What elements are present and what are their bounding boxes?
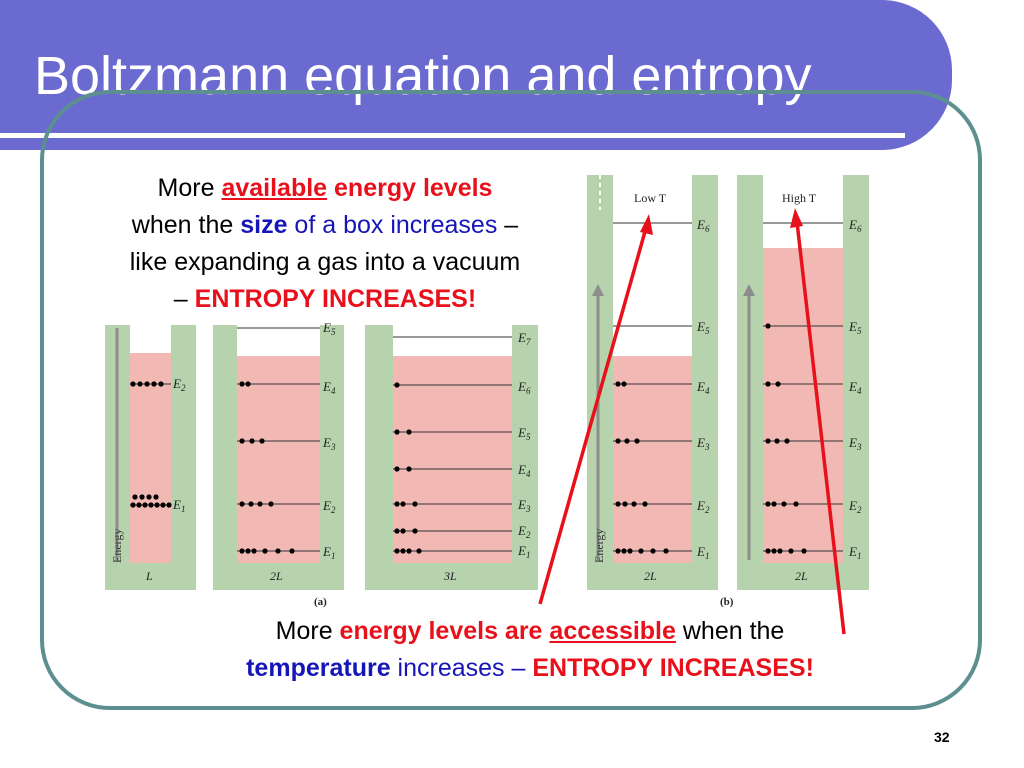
- box-3-label-e1: E1: [517, 543, 530, 560]
- annotation-arrows: [538, 208, 846, 635]
- panel-b-caption: (b): [720, 596, 734, 608]
- box-2-bottom: [213, 563, 344, 590]
- panel-a-caption: (a): [314, 596, 327, 608]
- box-4-low-t: Energy Low T E6 E5 E4 E3 E2 E1 2L: [587, 175, 718, 590]
- box-5-label-e6: E6: [848, 217, 862, 234]
- size-text-line-4: – ENTROPY INCREASES!: [169, 281, 481, 318]
- box-3-label-e2: E2: [517, 523, 531, 540]
- box-4-energy-label: Energy: [592, 529, 606, 563]
- box-4-label-e6: E6: [696, 217, 710, 234]
- box-3-width-label: 3L: [443, 569, 457, 583]
- size-explanation-text: More available energy levels when the si…: [70, 170, 580, 318]
- box-3-particles: [394, 382, 422, 554]
- box-2-label-e2: E2: [322, 498, 336, 515]
- box-2-wall-left: [213, 325, 237, 590]
- box-5-label-e1: E1: [848, 544, 861, 561]
- size-text-line-2: when the size of a box increases –: [127, 207, 523, 244]
- box-3-label-e4: E4: [517, 462, 531, 479]
- box-1-particles: [130, 381, 172, 508]
- box-3-wall-right: [512, 325, 538, 590]
- box-2-width-label: 2L: [270, 569, 283, 583]
- page-number: 32: [934, 729, 950, 745]
- box-4-label-e3: E3: [696, 435, 710, 452]
- size-text-line-3: like expanding a gas into a vacuum: [125, 244, 525, 281]
- box-5-energy-arrowhead: [743, 284, 755, 296]
- temperature-text-line-2: temperature increases – ENTROPY INCREASE…: [246, 654, 814, 682]
- box-4-energy-arrowhead: [592, 284, 604, 296]
- box-4-width-label: 2L: [644, 569, 657, 583]
- box-3-fill: [393, 356, 512, 563]
- box-4-wall-right: [692, 175, 718, 590]
- temperature-text-line-1: More energy levels are accessible when t…: [275, 617, 785, 645]
- box-4-fill: [613, 356, 692, 563]
- box-2-particles: [239, 381, 295, 554]
- box-5-bottom: [737, 563, 869, 590]
- box-4-wall-left: [587, 175, 613, 590]
- box-4-label-e1: E1: [696, 544, 709, 561]
- box-1-bottom: [105, 563, 196, 590]
- box-4-bottom: [587, 563, 718, 590]
- box-4-header: Low T: [634, 191, 667, 205]
- box-1-label-e1: E1: [172, 497, 185, 514]
- box-1-width-label: L: [145, 569, 153, 583]
- box-4-particles: [615, 381, 669, 554]
- box-5-label-e5: E5: [848, 319, 862, 336]
- box-2-fill: [237, 356, 320, 563]
- box-5-high-t: High T E6 E5 E4 E3 E2 E1 2L: [737, 175, 869, 590]
- slide-title: Boltzmann equation and entropy: [34, 46, 812, 106]
- box-2-2L: E5 E4 E3 E2 E1 2L: [213, 320, 344, 590]
- box-4-label-e4: E4: [696, 379, 710, 396]
- content-frame: [40, 90, 982, 710]
- box-1-label-e2: E2: [172, 376, 186, 393]
- box-1-fill: [130, 353, 171, 563]
- box-3-label-e3: E3: [517, 497, 531, 514]
- box-3-bottom: [365, 563, 538, 590]
- arrow-to-high-t: [795, 221, 846, 635]
- box-5-label-e3: E3: [848, 435, 862, 452]
- title-underline: [0, 133, 905, 138]
- box-5-header: High T: [782, 191, 817, 205]
- title-bar: [0, 0, 952, 150]
- box-5-width-label: 2L: [795, 569, 808, 583]
- box-3-wall-left: [365, 325, 393, 590]
- box-2-label-e3: E3: [322, 435, 336, 452]
- box-2-label-e5: E5: [322, 320, 336, 337]
- box-1-L: Energy E2 E1 L: [105, 325, 196, 590]
- box-5-particles: [765, 323, 807, 554]
- box-4-label-e2: E2: [696, 498, 710, 515]
- box-3-3L: E7 E6 E5 E4 E3 E2 E1 3L: [365, 325, 538, 590]
- box-3-label-e7: E7: [517, 330, 531, 347]
- box-5-label-e2: E2: [848, 498, 862, 515]
- temperature-explanation-text: More energy levels are accessible when t…: [150, 613, 910, 687]
- arrow-to-low-t-head: [640, 214, 653, 235]
- box-3-label-e6: E6: [517, 379, 531, 396]
- box-2-label-e4: E4: [322, 379, 336, 396]
- arrow-to-high-t-head: [790, 208, 803, 228]
- box-5-label-e4: E4: [848, 379, 862, 396]
- box-2-wall-right: [320, 325, 344, 590]
- box-4-label-e5: E5: [696, 319, 710, 336]
- box-2-label-e1: E1: [322, 544, 335, 561]
- box-1-wall-right: [171, 325, 196, 590]
- size-text-line-1: More available energy levels: [153, 170, 497, 207]
- box-1-energy-label: Energy: [110, 529, 124, 563]
- box-5-wall-right: [843, 175, 869, 590]
- box-3-label-e5: E5: [517, 425, 531, 442]
- arrow-to-low-t: [538, 227, 648, 605]
